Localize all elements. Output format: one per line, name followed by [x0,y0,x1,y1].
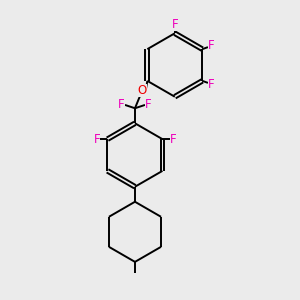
Text: F: F [172,18,178,31]
Text: O: O [138,84,147,98]
Text: F: F [94,133,100,146]
Text: F: F [170,133,176,146]
Text: F: F [208,39,214,52]
Text: F: F [145,98,152,111]
Text: F: F [208,78,214,91]
Text: F: F [118,98,125,111]
